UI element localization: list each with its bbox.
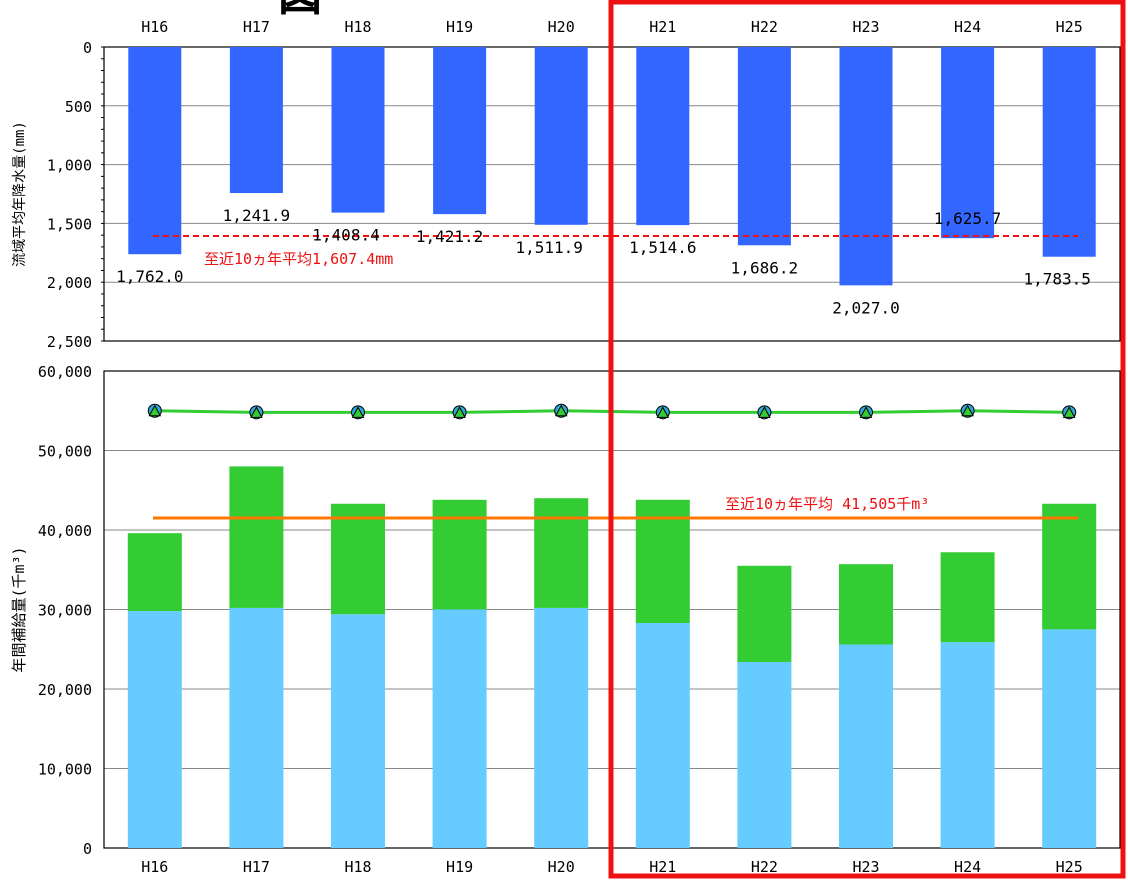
rain-bar [331, 47, 385, 213]
supply-line-marker-triangle [148, 404, 162, 417]
rain-ytick-label: 0 [83, 39, 92, 57]
supply-ytick-label: 30,000 [38, 602, 92, 620]
supply-y-axis-label: 年間補給量(千m³) [10, 546, 28, 672]
supply-category-label: H24 [954, 858, 981, 876]
title-fragment: 図 [278, 0, 322, 21]
supply-category-label: H21 [649, 858, 676, 876]
rain-value-label: 1,625.7 [934, 209, 1001, 228]
supply-bar-upper [127, 533, 182, 612]
supply-bar-upper [635, 499, 690, 624]
supply-bar-lower [635, 623, 690, 848]
supply-category-label: H16 [141, 858, 168, 876]
supply-line-marker-triangle [351, 406, 365, 418]
rain-bar [1042, 47, 1096, 257]
rain-category-label: H16 [141, 18, 168, 36]
supply-line-marker-triangle [250, 406, 263, 418]
supply-bar-upper [331, 503, 385, 615]
rain-category-label: H22 [751, 18, 778, 36]
supply-bar-lower [127, 611, 182, 848]
title-group: 図 [278, 0, 322, 21]
supply-bar-upper [534, 498, 589, 608]
supply-category-label: H23 [852, 858, 879, 876]
rain-value-label: 1,408.4 [312, 226, 379, 245]
supply-category-label: H17 [243, 858, 270, 876]
supply-category-label: H18 [344, 858, 371, 876]
supply-line-marker-triangle [859, 406, 873, 418]
rain-value-label: 1,511.9 [515, 238, 582, 257]
supply-line-marker-triangle [1062, 406, 1076, 418]
supply-ytick-label: 20,000 [38, 681, 92, 699]
supply-category-label: H19 [446, 858, 473, 876]
rain-bar [636, 47, 690, 226]
rain-bar [839, 47, 893, 286]
supply-average-label: 至近10ヵ年平均 41,505千m³ [725, 495, 929, 513]
rain-category-label: H19 [446, 18, 473, 36]
supply-category-label: H20 [548, 858, 575, 876]
rain-category-label: H20 [548, 18, 575, 36]
supply-ytick-label: 10,000 [38, 761, 92, 779]
supply-bar-lower [534, 607, 589, 848]
rain-category-label: H23 [852, 18, 879, 36]
supply-bar-lower [229, 607, 284, 848]
supply-line-marker-triangle [758, 406, 771, 418]
supply-category-label: H22 [751, 858, 778, 876]
supply-bar-lower [737, 661, 792, 848]
supply-ytick-label: 60,000 [38, 363, 92, 381]
supply-bar-lower [331, 614, 385, 848]
supply-bar-upper [940, 552, 995, 643]
supply-bar-upper [432, 499, 487, 610]
rain-ytick-label: 2,000 [47, 274, 92, 292]
rainfall-chart: 0 500 1,000 1,500 2,000 2,500 流域平均年降水量(mm) H16 H… [12, 18, 1121, 351]
supply-bar-lower [432, 609, 487, 848]
rain-category-label: H24 [954, 18, 981, 36]
rain-category-label: H25 [1056, 18, 1083, 36]
supply-chart: 0 10,000 20,000 30,000 40,000 50,000 60,000 年間補… [10, 363, 1121, 876]
rain-category-label: H21 [649, 18, 676, 36]
supply-line-marker-triangle [554, 404, 568, 417]
rain-value-label: 1,514.6 [629, 238, 696, 257]
rain-bar [128, 47, 182, 255]
rain-ytick-label: 2,500 [47, 333, 92, 351]
supply-bar-lower [839, 644, 893, 848]
supply-bar-lower [940, 642, 995, 848]
supply-bar-upper [839, 564, 893, 645]
rain-value-label: 1,421.2 [416, 227, 483, 246]
rain-value-label: 1,686.2 [731, 258, 798, 277]
supply-bar-upper [1042, 503, 1097, 630]
rain-category-label: H18 [344, 18, 371, 36]
rain-average-label: 至近10ヵ年平均1,607.4mm [204, 250, 393, 268]
supply-line-marker-triangle [961, 404, 974, 417]
supply-category-label: H25 [1056, 858, 1083, 876]
supply-bar-upper [229, 466, 284, 608]
rain-y-axis-label: 流域平均年降水量(mm) [12, 121, 28, 267]
rain-bar [229, 47, 283, 194]
supply-ytick-label: 40,000 [38, 522, 92, 540]
rain-bar [941, 47, 995, 239]
supply-ytick-label: 0 [83, 840, 92, 858]
rain-value-label: 1,783.5 [1023, 270, 1090, 289]
rain-bar [737, 47, 791, 246]
supply-line-marker-triangle [453, 406, 466, 418]
supply-bar-lower [1042, 629, 1097, 848]
highlight-box [608, 0, 1126, 879]
rain-category-label: H17 [243, 18, 270, 36]
rain-ytick-label: 1,000 [47, 157, 92, 175]
rain-bar [433, 47, 487, 215]
rain-value-label: 2,027.0 [832, 298, 899, 317]
rain-ytick-label: 1,500 [47, 215, 92, 233]
rain-value-label: 1,762.0 [116, 267, 183, 286]
rain-bar [534, 47, 588, 225]
rain-value-label: 1,241.9 [223, 206, 290, 225]
supply-bar-upper [737, 565, 792, 662]
rain-ytick-label: 500 [65, 98, 92, 116]
supply-line-marker-triangle [656, 406, 670, 418]
supply-ytick-label: 50,000 [38, 443, 92, 461]
highlight-group [608, 0, 1126, 879]
